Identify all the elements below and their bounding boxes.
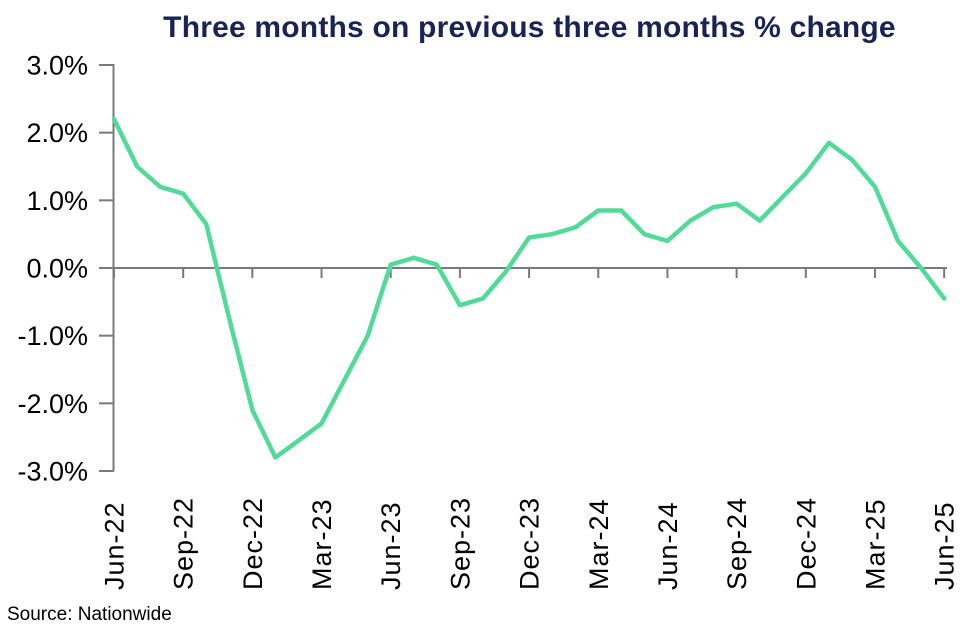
y-tick-label: -2.0% (17, 389, 88, 419)
data-line (111, 116, 947, 460)
ticks-layer (99, 63, 946, 473)
x-tick-label: Jun-22 (100, 501, 130, 590)
x-tick-label: Sep-24 (722, 497, 752, 590)
chart-title: Three months on previous three months % … (163, 11, 896, 44)
y-tick-label: -1.0% (17, 321, 88, 351)
y-tick-label: 3.0% (26, 50, 88, 80)
x-tick-label: Dec-24 (791, 497, 821, 590)
axes-layer (112, 64, 947, 472)
y-tick-label: -3.0% (17, 457, 88, 487)
x-tick-label: Sep-22 (169, 497, 199, 590)
x-tick-label: Dec-23 (515, 497, 545, 590)
x-tick-label: Jun-23 (376, 501, 406, 590)
x-tick-label: Jun-25 (930, 501, 960, 590)
y-tick-label: 1.0% (26, 186, 88, 216)
source-label: Source: Nationwide (7, 604, 172, 625)
x-tick-label: Sep-23 (445, 497, 475, 590)
x-tick-label: Mar-25 (860, 498, 890, 590)
y-tick-label: 2.0% (26, 118, 88, 148)
labels-layer: 3.0% 2.0% 1.0% 0.0% -1.0% -2.0% -3.0% Jun-22 Sep… (17, 50, 959, 590)
series-layer (111, 116, 947, 460)
x-tick-label: Dec-22 (238, 497, 268, 590)
x-tick-label: Mar-23 (307, 498, 337, 590)
y-tick-label: 0.0% (26, 254, 88, 284)
x-tick-label: Jun-24 (653, 501, 683, 590)
x-tick-label: Mar-24 (584, 498, 614, 590)
